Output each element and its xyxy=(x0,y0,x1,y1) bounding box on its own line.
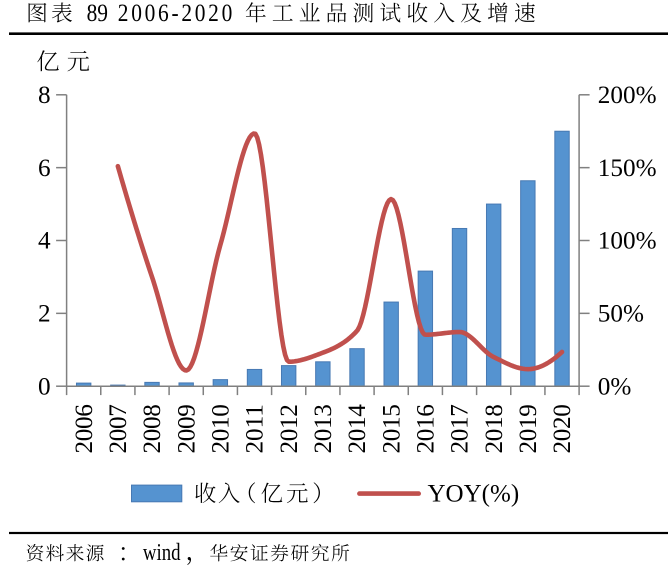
svg-text:2012: 2012 xyxy=(276,404,303,453)
svg-text:2020: 2020 xyxy=(549,404,576,453)
svg-text:2017: 2017 xyxy=(447,404,474,453)
svg-text:2013: 2013 xyxy=(310,404,337,453)
svg-text:89: 89 xyxy=(87,0,108,27)
svg-text:6: 6 xyxy=(38,155,51,182)
svg-text:2: 2 xyxy=(38,301,51,328)
svg-text:YOY(%): YOY(%) xyxy=(428,480,520,507)
svg-text:2006: 2006 xyxy=(71,404,98,453)
svg-text:2014: 2014 xyxy=(344,404,371,454)
svg-text:0%: 0% xyxy=(598,373,632,400)
svg-text:2011: 2011 xyxy=(242,404,269,453)
svg-text:2015: 2015 xyxy=(378,404,405,453)
svg-text:8: 8 xyxy=(38,82,51,109)
svg-text:2016: 2016 xyxy=(413,404,440,453)
svg-text:2009: 2009 xyxy=(173,404,200,453)
svg-text:4: 4 xyxy=(38,228,51,255)
svg-text:100%: 100% xyxy=(598,228,657,255)
svg-text:2010: 2010 xyxy=(208,404,235,453)
svg-text:50%: 50% xyxy=(598,301,644,328)
svg-text:2018: 2018 xyxy=(481,404,508,453)
svg-text:0: 0 xyxy=(38,373,51,400)
svg-text:150%: 150% xyxy=(598,155,657,182)
svg-text:2006-2020: 2006-2020 xyxy=(118,0,232,27)
svg-text:2019: 2019 xyxy=(515,404,542,453)
svg-text:2007: 2007 xyxy=(105,404,132,453)
svg-text:wind: wind xyxy=(143,539,181,566)
svg-text:2008: 2008 xyxy=(139,404,166,453)
svg-text:200%: 200% xyxy=(598,82,657,109)
